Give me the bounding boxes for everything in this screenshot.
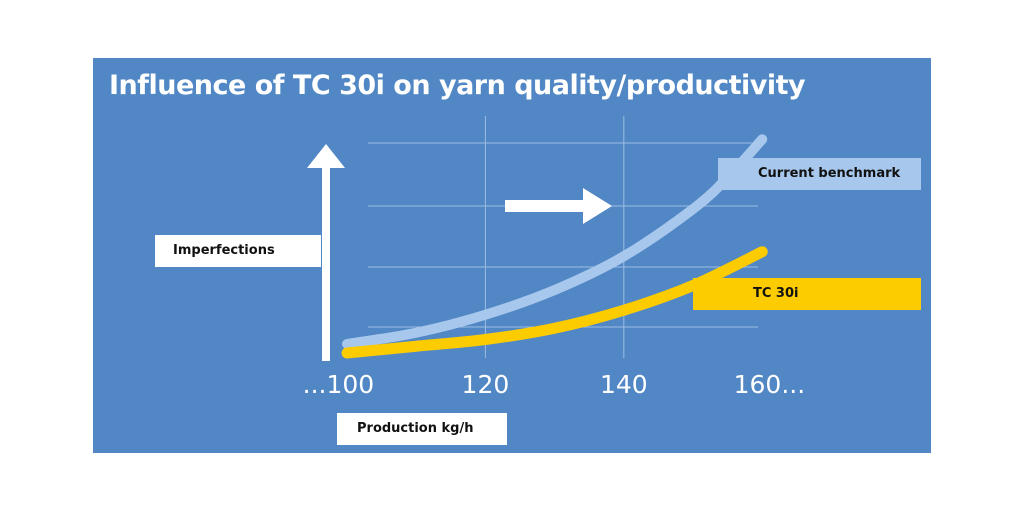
series-line-current-benchmark (342, 134, 768, 349)
x-axis-label: Production kg/h (337, 413, 507, 445)
x-tick-label: 160... (733, 370, 806, 399)
chart-title: Influence of TC 30i on yarn quality/prod… (109, 70, 806, 101)
x-tick-label: ...100 (302, 370, 375, 399)
legend-tc-30i: TC 30i (693, 278, 921, 310)
y-axis-arrow (307, 144, 345, 361)
direction-arrow-head (583, 188, 612, 224)
y-axis-arrow-head (307, 144, 345, 168)
chart-panel: Influence of TC 30i on yarn quality/prod… (93, 58, 931, 453)
direction-arrow (505, 188, 612, 224)
x-tick-label: 120 (461, 370, 510, 399)
series-layer (341, 134, 768, 359)
direction-arrow-shaft (505, 200, 587, 212)
legend-current-benchmark: Current benchmark (718, 158, 921, 190)
x-tick-label: 140 (599, 370, 648, 399)
y-axis-label: Imperfections (155, 235, 321, 267)
y-axis-arrow-shaft (322, 163, 330, 361)
